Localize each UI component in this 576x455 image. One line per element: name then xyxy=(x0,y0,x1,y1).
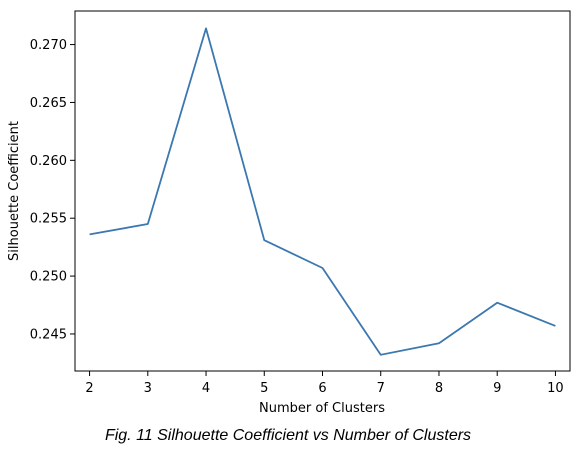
y-tick-label: 0.265 xyxy=(30,96,67,111)
y-axis: 0.245 0.250 0.255 0.260 0.265 0.270 xyxy=(30,38,75,342)
x-axis-label: Number of Clusters xyxy=(259,401,385,416)
figure-caption: Fig. 11 Silhouette Coefficient vs Number… xyxy=(104,427,472,444)
x-tick-label: 3 xyxy=(144,381,152,396)
y-tick-label: 0.245 xyxy=(30,327,67,342)
x-tick-label: 4 xyxy=(202,381,210,396)
x-tick-label: 5 xyxy=(260,381,268,396)
x-axis: 2 3 4 5 6 7 8 9 10 xyxy=(85,371,564,396)
y-tick-label: 0.250 xyxy=(30,270,67,285)
x-tick-label: 9 xyxy=(493,381,501,396)
x-tick-label: 6 xyxy=(318,381,326,396)
x-tick-label: 10 xyxy=(547,381,564,396)
y-axis-label: Silhouette Coefficient xyxy=(7,121,22,261)
y-tick-label: 0.260 xyxy=(30,154,67,169)
series-line xyxy=(89,27,556,356)
x-tick-label: 2 xyxy=(85,381,93,396)
plot-frame xyxy=(74,10,571,372)
x-tick-label: 7 xyxy=(377,381,385,396)
y-tick-label: 0.270 xyxy=(30,38,67,53)
silhouette-chart: 2 3 4 5 6 7 8 9 10 0.245 0.250 0.255 0.260 0.265 0.27… xyxy=(7,10,571,416)
y-tick-label: 0.255 xyxy=(30,212,67,227)
x-tick-label: 8 xyxy=(435,381,443,396)
